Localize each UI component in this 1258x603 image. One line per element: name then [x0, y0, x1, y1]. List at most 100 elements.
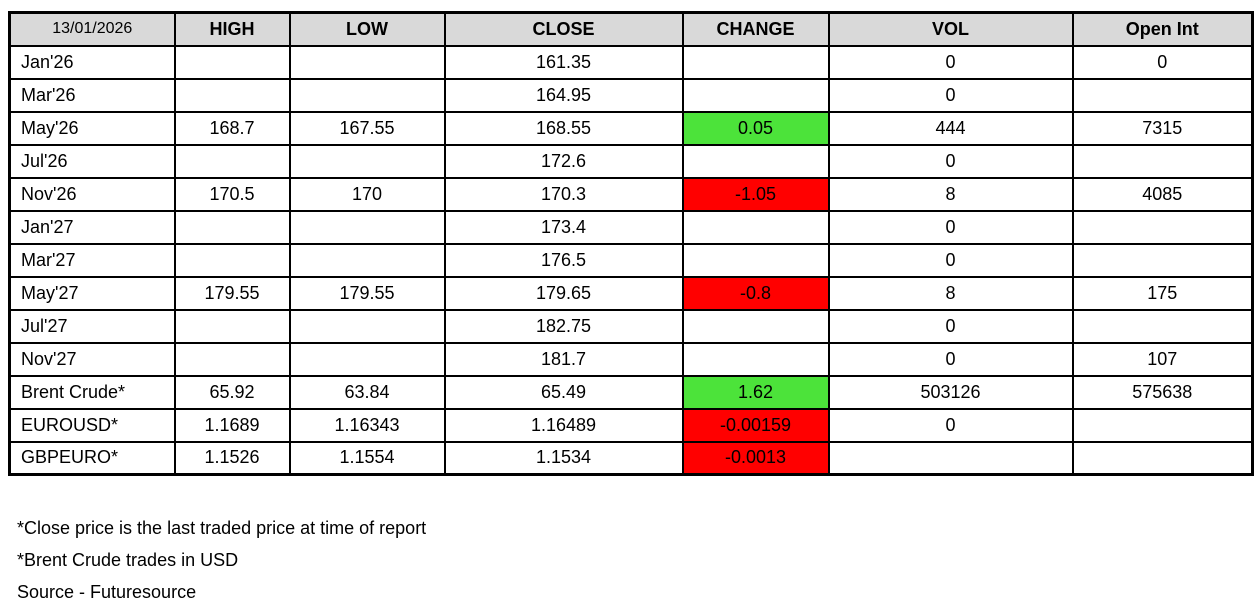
- cell-close: 179.65: [443, 275, 684, 311]
- cell-low: [288, 341, 446, 377]
- cell-vol: 0: [827, 242, 1074, 278]
- row-label: Nov'26: [8, 176, 176, 212]
- cell-high: [173, 341, 291, 377]
- cell-low: [288, 77, 446, 113]
- footnote-source: Source - Futuresource: [17, 582, 197, 602]
- table-row: EUROUSD* 1.1689 1.16343 1.16489 -0.00159 0: [8, 407, 1254, 443]
- futures-price-table: 13/01/2026 HIGH LOW CLOSE CHANGE VOL Open Int…: [8, 11, 1254, 476]
- cell-high: [173, 242, 291, 278]
- cell-close: 161.35: [443, 44, 684, 80]
- cell-vol: 8: [827, 176, 1074, 212]
- cell-low: [288, 242, 446, 278]
- cell-low: 1.16343: [288, 407, 446, 443]
- column-header-low: LOW: [288, 11, 446, 47]
- cell-change: [681, 44, 830, 80]
- cell-vol: 0: [827, 143, 1074, 179]
- cell-close: 168.55: [443, 110, 684, 146]
- cell-open-int: 0: [1071, 44, 1254, 80]
- cell-vol: 444: [827, 110, 1074, 146]
- cell-close: 172.6: [443, 143, 684, 179]
- cell-close: 173.4: [443, 209, 684, 245]
- row-label: Jan'26: [8, 44, 176, 80]
- cell-change: [681, 341, 830, 377]
- table-row: May'27 179.55 179.55 179.65 -0.8 8 175: [8, 275, 1254, 311]
- column-header-vol: VOL: [827, 11, 1074, 47]
- cell-low: [288, 308, 446, 344]
- cell-open-int: [1071, 77, 1254, 113]
- cell-high: [173, 209, 291, 245]
- footnotes: *Close price is the last traded price at…: [17, 512, 426, 603]
- footnote-close-price: *Close price is the last traded price at…: [17, 518, 427, 538]
- cell-open-int: 107: [1071, 341, 1254, 377]
- cell-vol: 0: [827, 44, 1074, 80]
- cell-low: 63.84: [288, 374, 446, 410]
- row-label: Brent Crude*: [8, 374, 176, 410]
- row-label: Jul'27: [8, 308, 176, 344]
- row-label: Nov'27: [8, 341, 176, 377]
- cell-low: 170: [288, 176, 446, 212]
- cell-change: [681, 143, 830, 179]
- cell-open-int: 4085: [1071, 176, 1254, 212]
- cell-close: 181.7: [443, 341, 684, 377]
- table-row: Jul'26 172.6 0: [8, 143, 1254, 179]
- row-label: May'26: [8, 110, 176, 146]
- row-label: Jul'26: [8, 143, 176, 179]
- cell-vol: 0: [827, 341, 1074, 377]
- cell-vol: 0: [827, 308, 1074, 344]
- table-row: Mar'27 176.5 0: [8, 242, 1254, 278]
- column-header-high: HIGH: [173, 11, 291, 47]
- cell-high: 1.1526: [173, 440, 291, 476]
- cell-high: [173, 44, 291, 80]
- row-label: Jan'27: [8, 209, 176, 245]
- cell-change: [681, 209, 830, 245]
- cell-vol: 503126: [827, 374, 1074, 410]
- cell-close: 164.95: [443, 77, 684, 113]
- cell-open-int: [1071, 209, 1254, 245]
- cell-high: 168.7: [173, 110, 291, 146]
- cell-change: [681, 77, 830, 113]
- row-label: Mar'26: [8, 77, 176, 113]
- cell-vol: 8: [827, 275, 1074, 311]
- cell-change: 1.62: [681, 374, 830, 410]
- table-row: May'26 168.7 167.55 168.55 0.05 444 7315: [8, 110, 1254, 146]
- cell-low: 167.55: [288, 110, 446, 146]
- column-header-change: CHANGE: [681, 11, 830, 47]
- cell-low: 1.1554: [288, 440, 446, 476]
- cell-change: -1.05: [681, 176, 830, 212]
- row-label: GBPEURO*: [8, 440, 176, 476]
- cell-open-int: 575638: [1071, 374, 1254, 410]
- cell-open-int: [1071, 242, 1254, 278]
- table-row: Nov'26 170.5 170 170.3 -1.05 8 4085: [8, 176, 1254, 212]
- cell-close: 182.75: [443, 308, 684, 344]
- cell-high: [173, 143, 291, 179]
- cell-low: [288, 209, 446, 245]
- cell-vol: 0: [827, 407, 1074, 443]
- cell-change: -0.00159: [681, 407, 830, 443]
- row-label: Mar'27: [8, 242, 176, 278]
- cell-open-int: [1071, 407, 1254, 443]
- column-header-close: CLOSE: [443, 11, 684, 47]
- cell-vol: [827, 440, 1074, 476]
- cell-change: [681, 242, 830, 278]
- column-header-open-int: Open Int: [1071, 11, 1254, 47]
- cell-change: [681, 308, 830, 344]
- cell-close: 1.1534: [443, 440, 684, 476]
- cell-change: 0.05: [681, 110, 830, 146]
- cell-vol: 0: [827, 77, 1074, 113]
- cell-high: 65.92: [173, 374, 291, 410]
- table-body: Jan'26 161.35 0 0 Mar'26 164.95 0 May'26 168.7 16…: [8, 44, 1254, 476]
- cell-open-int: 7315: [1071, 110, 1254, 146]
- cell-close: 1.16489: [443, 407, 684, 443]
- table-row: GBPEURO* 1.1526 1.1554 1.1534 -0.0013: [8, 440, 1254, 476]
- table-row: Jul'27 182.75 0: [8, 308, 1254, 344]
- cell-close: 176.5: [443, 242, 684, 278]
- cell-open-int: [1071, 143, 1254, 179]
- cell-high: 179.55: [173, 275, 291, 311]
- cell-high: [173, 308, 291, 344]
- cell-low: [288, 143, 446, 179]
- cell-low: [288, 44, 446, 80]
- cell-change: -0.8: [681, 275, 830, 311]
- report-date: 13/01/2026: [8, 11, 176, 47]
- cell-close: 170.3: [443, 176, 684, 212]
